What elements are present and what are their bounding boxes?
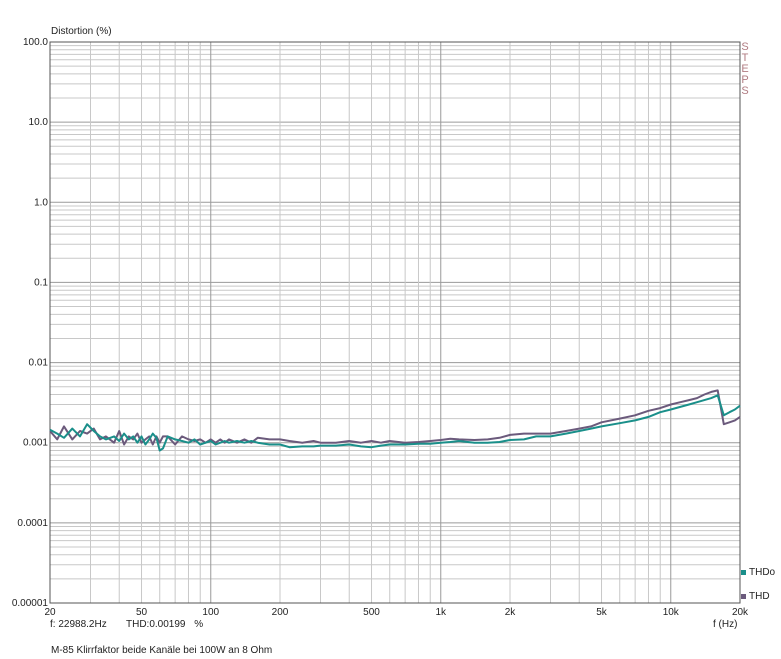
cursor-freq-text: f: 22988.2Hz (50, 619, 107, 630)
series-line-thdo (49, 394, 741, 452)
y-tick-label: 100.0 (23, 37, 48, 48)
x-tick-label: 2k (505, 607, 517, 618)
cursor-thd-text: THD:0.00199 (126, 619, 186, 630)
x-tick-label: 200 (272, 607, 289, 618)
x-axis-label: f (Hz) (713, 619, 738, 630)
series-line-thd (49, 389, 741, 446)
steps-letter: P (741, 74, 749, 86)
x-tick-label: 50 (136, 607, 148, 618)
chart-grid (49, 41, 741, 604)
x-tick-label: 20k (732, 607, 749, 618)
steps-letter: E (741, 63, 749, 75)
steps-letter: S (741, 85, 749, 97)
x-tick-label: 20 (44, 607, 56, 618)
x-tick-label: 10k (663, 607, 680, 618)
legend-label-thdo: THDo (749, 567, 776, 578)
y-tick-label: 1.0 (34, 197, 48, 208)
y-tick-label: 0.01 (29, 358, 49, 369)
plot-frame (49, 41, 741, 604)
steps-letter: S (741, 41, 749, 53)
x-tick-label: 1k (435, 607, 447, 618)
cursor-frequency-readout: f: 22988.2Hz (50, 619, 107, 630)
chart-series (49, 389, 741, 452)
legend-label-thd: THD (749, 591, 770, 602)
y-tick-labels: 100.0 10.0 1.0 0.1 0.01 0.001 0.0001 0.00001 (12, 37, 49, 609)
chart-caption: M-85 Klirrfaktor beide Kanäle bei 100W a… (51, 645, 273, 656)
steps-letter: T (741, 52, 749, 64)
x-tick-label: 5k (596, 607, 608, 618)
y-tick-label: 10.0 (29, 117, 49, 128)
y-tick-label: 0.1 (34, 277, 48, 288)
cursor-unit-text: % (194, 619, 204, 630)
legend-swatch-thd (741, 594, 746, 599)
y-tick-label: 0.00001 (12, 598, 49, 609)
y-tick-label: 0.001 (23, 438, 48, 449)
legend-swatch-thdo (741, 570, 746, 575)
legend-item-thdo[interactable]: THDo (741, 567, 775, 578)
y-tick-label: 0.0001 (17, 518, 48, 529)
legend-item-thd[interactable]: THD (741, 591, 770, 602)
cursor-thd-readout: THD:0.00199 % (126, 619, 203, 630)
x-tick-label: 500 (363, 607, 380, 618)
y-axis-label: Distortion (%) (51, 26, 112, 37)
x-tick-labels: 20 50 100 200 500 1k 2k 5k 10k 20k (44, 607, 749, 618)
x-tick-label: 100 (202, 607, 219, 618)
